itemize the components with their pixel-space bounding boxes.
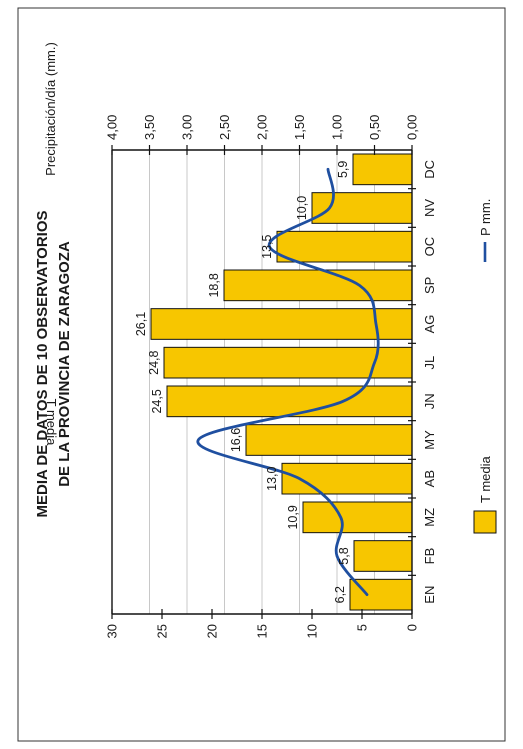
bar-value-label: 13,0	[265, 466, 279, 490]
x-axis-tick-label-ag: AG	[422, 315, 437, 334]
bar-jn	[166, 385, 413, 418]
right-axis-tick-label: 3,00	[180, 115, 195, 140]
legend-label-p-mm: P mm.	[478, 199, 493, 236]
precipitation-line	[196, 167, 380, 597]
bar-mz	[302, 501, 413, 534]
x-axis-tick-label-nv: NV	[422, 199, 437, 217]
left-axis-tick-label: 5	[355, 624, 370, 631]
x-axis-tick-label-my: MY	[422, 430, 437, 450]
bar-value-label: 5,9	[336, 161, 350, 178]
axes	[111, 145, 416, 619]
bar-nv	[311, 192, 413, 224]
bar-series	[150, 153, 413, 611]
x-axis-tick-label-jl: JL	[422, 356, 437, 370]
x-axis-tick-label-fb: FB	[422, 548, 437, 565]
legend-swatch-t-media	[473, 510, 497, 534]
legend-label-t-media: T media	[478, 456, 493, 503]
bar-value-label: 16,6	[229, 428, 243, 452]
chart-title-line-1: MEDIA DE DATOS DE 10 OBSERVATORIOS	[34, 210, 51, 517]
x-axis-tick-label-jn: JN	[422, 393, 437, 409]
bar-value-label: 26,1	[134, 312, 148, 336]
bar-value-label: 13,5	[260, 234, 274, 258]
left-axis-tick-label: 0	[405, 624, 420, 631]
right-axis-tick-label: 4,00	[105, 115, 120, 140]
chart-title-line-2: DE LA PROVINCIA DE ZARAGOZA	[56, 241, 73, 487]
bar-oc	[276, 230, 413, 263]
right-axis-tick-label: 0,00	[405, 115, 420, 140]
x-axis-tick-label-ab: AB	[422, 470, 437, 487]
right-axis-title: Precipitación/día (mm.)	[43, 42, 58, 176]
x-axis-tick-label-sp: SP	[422, 277, 437, 294]
figure-frame	[17, 7, 506, 742]
bar-en	[349, 578, 413, 611]
bar-fb	[353, 540, 413, 572]
labels: 0 5 10 15 20 25 30 0,00 0,50 1,00 1,50 2,00 2,50 3,00…	[34, 42, 437, 638]
bar-value-label: 24,5	[150, 389, 164, 413]
line-series	[196, 167, 380, 597]
bar-value-label: 10,0	[295, 196, 309, 220]
x-axis-tick-label-mz: MZ	[422, 508, 437, 527]
rotated-chart-group: 0 5 10 15 20 25 30 0,00 0,50 1,00 1,50 2,00 2,50 3,00…	[34, 42, 497, 638]
right-axis-tick-label: 2,50	[217, 115, 232, 140]
bar-value-label: 18,8	[207, 273, 221, 297]
bar-value-label: 6,2	[333, 586, 347, 603]
bar-value-label: 24,8	[147, 350, 161, 374]
bar-sp	[223, 269, 413, 302]
x-axis-tick-label-dc: DC	[422, 160, 437, 179]
right-axis-tick-label: 1,00	[330, 115, 345, 140]
right-axis-tick-label: 3,50	[142, 115, 157, 140]
left-axis-tick-label: 30	[105, 624, 120, 638]
x-axis-tick-label-oc: OC	[422, 237, 437, 257]
left-axis-tick-label: 10	[305, 624, 320, 638]
bar-value-label: 10,9	[286, 505, 300, 529]
bar-value-label: 5,8	[337, 547, 351, 564]
legend: T media P mm.	[473, 199, 497, 534]
right-axis-tick-label: 2,00	[255, 115, 270, 140]
left-axis-title: T media	[44, 399, 59, 446]
bar-my	[245, 424, 413, 456]
left-axis-tick-label: 15	[255, 624, 270, 638]
right-axis-tick-label: 0,50	[367, 115, 382, 140]
left-axis-tick-label: 25	[155, 624, 170, 638]
left-axis-tick-label: 20	[205, 624, 220, 638]
right-axis-tick-label: 1,50	[292, 115, 307, 140]
bar-ag	[150, 308, 413, 340]
bar-dc	[352, 153, 413, 186]
x-axis-tick-label-en: EN	[422, 586, 437, 604]
